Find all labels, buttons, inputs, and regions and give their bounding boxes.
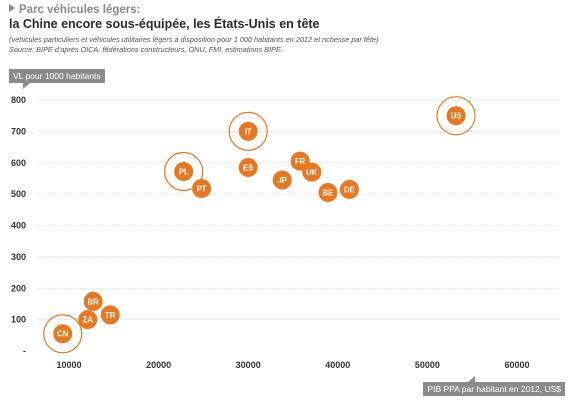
point-label: TR [105,311,116,320]
chart-source: Source: BIPE d'après OICA, fédérations c… [9,45,283,54]
point-label: ES [243,163,253,172]
chart-kicker: Parc véhicules légers: [9,4,140,16]
data-point-jp: JP [272,170,292,190]
grid-lines [38,99,560,321]
x-tick-label: 60000 [504,360,529,370]
point-label: PT [197,184,207,193]
data-point-us: US [436,96,476,136]
highlight-ring [436,96,476,136]
point-marker [100,305,120,325]
chart-subtitle: (véhicules particuliers et véhicules uti… [9,35,379,44]
point-marker [446,106,466,126]
data-point-it: IT [228,111,268,151]
point-marker [174,162,194,182]
point-marker [339,179,359,199]
y-tick-label: 800 [11,95,26,105]
data-point-be: BE [318,183,338,203]
highlight-ring [43,314,83,354]
y-tick-label: 700 [11,126,26,136]
x-tick-label: 30000 [236,360,261,370]
point-label: BR [88,297,100,306]
highlight-ring [164,151,204,192]
point-marker [238,121,258,141]
y-tick-label: - [23,346,26,356]
y-tick-label: 600 [11,158,26,168]
y-tick-label: 100 [11,315,26,325]
chart-title: la Chine encore sous-équipée, les États-… [9,17,320,31]
y-tick-label: 500 [11,189,26,199]
y-axis-ticks: - 100 200 300 400 500 600 700 800 [11,95,26,356]
point-marker [272,170,292,190]
point-label: PL [179,168,189,177]
highlight-ring [228,111,268,151]
point-label: ZA [83,316,94,325]
point-label: JP [277,176,287,185]
kicker-text: Parc véhicules légers: [19,4,141,16]
point-marker [302,162,322,182]
point-marker [53,324,73,344]
point-label: CN [57,330,69,339]
data-point-uk: UK [302,162,322,182]
point-label: IT [245,127,252,136]
point-label: UK [306,168,318,177]
y-tick-label: 300 [11,252,26,262]
data-point-es: ES [238,157,258,177]
data-point-pl: PL [164,151,204,192]
data-point-pt: PT [192,178,212,198]
data-point-cn: CN [43,314,83,354]
point-label: BE [323,189,334,198]
point-label: DE [344,185,355,194]
x-tick-label: 20000 [146,360,171,370]
point-label: US [451,112,462,121]
point-marker [318,183,338,203]
y-axis-label: VL pour 1000 habitants [9,69,105,89]
x-axis-label: PIB PPA par habitant en 2012, US$ [423,376,565,396]
data-point-br: BR [83,291,103,311]
data-point-za: ZA [78,310,98,330]
x-tick-label: 40000 [325,360,350,370]
triangle-bullet-icon [9,4,15,12]
point-marker [83,291,103,311]
data-point-tr: TR [100,305,120,325]
y-tick-label: 200 [11,283,26,293]
point-marker [192,178,212,198]
x-axis-ticks: 10000 20000 30000 40000 50000 60000 [56,360,529,370]
point-marker [238,157,258,177]
data-point-de: DE [339,179,359,199]
y-tick-label: 400 [11,221,26,231]
x-tick-label: 50000 [415,360,440,370]
point-marker [78,310,98,330]
point-label: FR [295,157,306,166]
x-tick-label: 10000 [56,360,81,370]
